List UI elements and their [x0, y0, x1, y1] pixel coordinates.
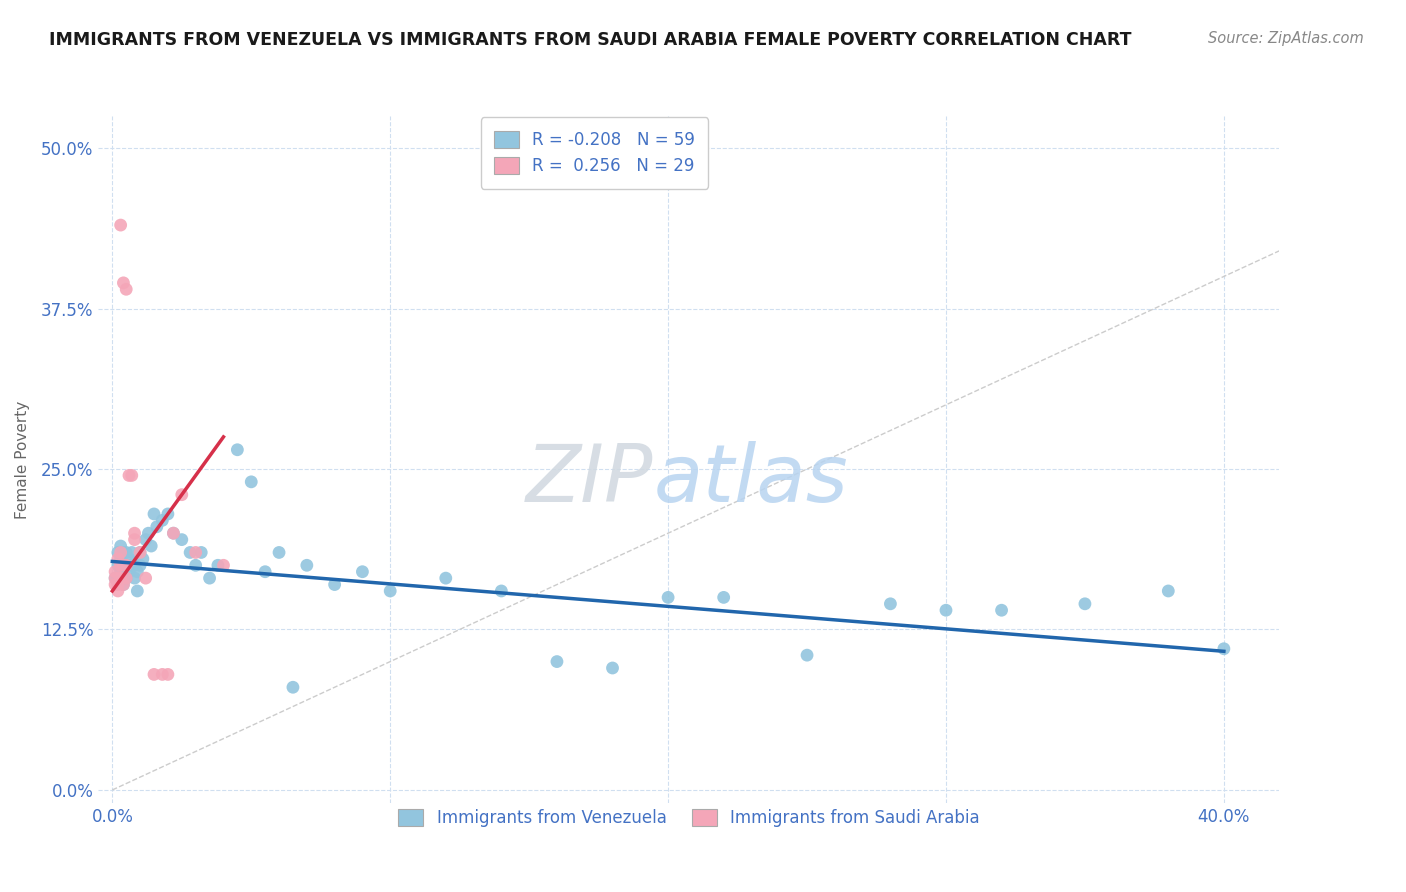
Point: [226, 442, 249, 457]
Point: [121, 558, 143, 573]
Point: [104, 571, 127, 585]
Point: [107, 558, 129, 573]
Point: [179, 545, 201, 559]
Point: [124, 558, 146, 573]
Point: [115, 558, 138, 573]
Point: [352, 565, 374, 579]
Point: [143, 667, 166, 681]
Point: [491, 584, 513, 599]
Point: [115, 571, 138, 585]
Point: [112, 558, 135, 573]
Point: [110, 218, 132, 232]
Point: [207, 558, 229, 573]
Point: [990, 603, 1012, 617]
Point: [118, 468, 141, 483]
Point: [112, 577, 135, 591]
Point: [198, 571, 221, 585]
Point: [118, 565, 141, 579]
Point: [118, 552, 141, 566]
Point: [138, 526, 160, 541]
Point: [150, 667, 173, 681]
Point: [295, 558, 318, 573]
Point: [110, 565, 132, 579]
Point: [170, 533, 193, 547]
Point: [124, 533, 146, 547]
Point: [104, 577, 127, 591]
Point: [127, 565, 149, 579]
Point: [150, 513, 173, 527]
Point: [267, 545, 290, 559]
Text: IMMIGRANTS FROM VENEZUELA VS IMMIGRANTS FROM SAUDI ARABIA FEMALE POVERTY CORRELA: IMMIGRANTS FROM VENEZUELA VS IMMIGRANTS …: [49, 31, 1132, 49]
Legend: Immigrants from Venezuela, Immigrants from Saudi Arabia: Immigrants from Venezuela, Immigrants fr…: [387, 797, 991, 839]
Point: [104, 571, 127, 585]
Point: [190, 545, 212, 559]
Point: [107, 552, 129, 566]
Point: [110, 539, 132, 553]
Point: [107, 545, 129, 559]
Point: [254, 565, 277, 579]
Point: [110, 571, 132, 585]
Point: [602, 661, 624, 675]
Point: [112, 545, 135, 559]
Point: [935, 603, 957, 617]
Point: [121, 468, 143, 483]
Point: [135, 533, 157, 547]
Point: [115, 571, 138, 585]
Point: [124, 571, 146, 585]
Point: [146, 520, 169, 534]
Point: [112, 276, 135, 290]
Point: [110, 558, 132, 573]
Point: [156, 507, 179, 521]
Text: atlas: atlas: [654, 441, 848, 519]
Point: [115, 545, 138, 559]
Point: [323, 577, 346, 591]
Point: [110, 545, 132, 559]
Point: [212, 558, 235, 573]
Point: [112, 577, 135, 591]
Point: [129, 545, 152, 559]
Text: Source: ZipAtlas.com: Source: ZipAtlas.com: [1208, 31, 1364, 46]
Point: [115, 558, 138, 573]
Point: [135, 571, 157, 585]
Point: [156, 667, 179, 681]
Point: [796, 648, 818, 662]
Point: [170, 488, 193, 502]
Point: [143, 507, 166, 521]
Text: ZIP: ZIP: [526, 441, 654, 519]
Point: [129, 545, 152, 559]
Point: [107, 577, 129, 591]
Point: [1212, 641, 1234, 656]
Point: [1074, 597, 1097, 611]
Point: [112, 558, 135, 573]
Point: [104, 565, 127, 579]
Point: [1157, 584, 1180, 599]
Point: [107, 584, 129, 599]
Point: [380, 584, 402, 599]
Point: [162, 526, 184, 541]
Point: [162, 526, 184, 541]
Point: [184, 545, 207, 559]
Point: [657, 591, 679, 605]
Point: [879, 597, 901, 611]
Point: [129, 558, 152, 573]
Point: [132, 552, 155, 566]
Point: [713, 591, 735, 605]
Point: [110, 552, 132, 566]
Point: [240, 475, 263, 489]
Point: [141, 539, 163, 553]
Point: [115, 282, 138, 296]
Point: [546, 655, 568, 669]
Point: [121, 545, 143, 559]
Point: [127, 584, 149, 599]
Point: [184, 558, 207, 573]
Y-axis label: Female Poverty: Female Poverty: [15, 401, 30, 518]
Point: [124, 526, 146, 541]
Point: [281, 680, 304, 694]
Point: [434, 571, 457, 585]
